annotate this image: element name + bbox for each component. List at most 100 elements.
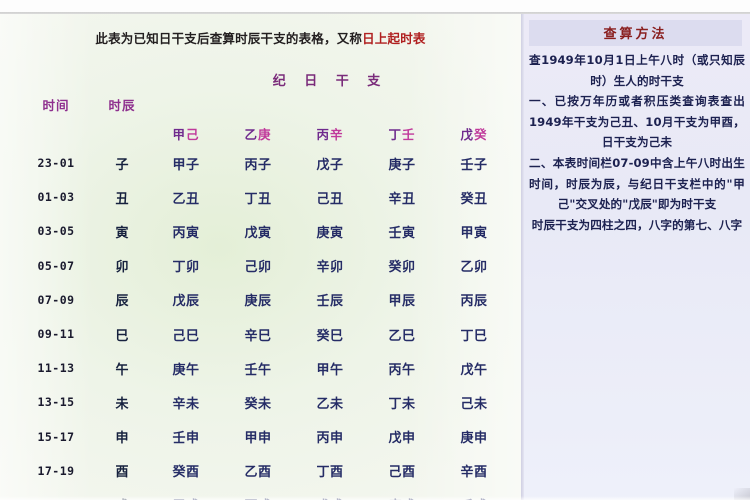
method-note-panel: 查算方法 查1949年10月1日上午八时（或只知辰时）生人的时干支一、已按万年历… bbox=[521, 14, 750, 500]
time-range-cell: 17-19 bbox=[37, 463, 75, 478]
time-range-cell: 05-07 bbox=[37, 258, 75, 273]
column-header-time: 时间 bbox=[42, 97, 70, 113]
subheader-wugui-b: 癸 bbox=[474, 126, 488, 142]
page-title: 此表为已知日干支后查算时辰干支的表格，又称日上起时表 bbox=[0, 28, 521, 47]
ganzhi-cell: 乙酉 bbox=[244, 465, 272, 481]
ganzhi-cell: 辛巳 bbox=[244, 328, 272, 344]
ganzhi-cell: 丙辰 bbox=[460, 294, 488, 310]
subheader-bingxin-a: 丙 bbox=[316, 126, 330, 142]
table-row: 23-01 子 甲子 丙子 戊子 庚子 壬子 bbox=[18, 146, 510, 180]
subheader-yigeng-a: 乙 bbox=[244, 126, 258, 142]
note-paragraph: 时辰干支为四柱之四，八字的第七、八字 bbox=[531, 217, 743, 232]
earthly-branch-cell: 卯 bbox=[115, 260, 129, 276]
column-header-spacer-4 bbox=[366, 88, 438, 120]
earthly-branch-cell: 子 bbox=[115, 157, 129, 173]
ganzhi-cell: 壬午 bbox=[244, 362, 272, 378]
ganzhi-cell: 甲午 bbox=[316, 362, 344, 378]
ganzhi-cell: 丁卯 bbox=[172, 260, 200, 276]
ganzhi-cell: 庚辰 bbox=[244, 294, 272, 310]
table-row: 11-13 午 庚午 壬午 甲午 丙午 戊午 bbox=[18, 351, 510, 385]
ganzhi-cell: 己巳 bbox=[172, 328, 200, 344]
subheader-bingxin-b: 辛 bbox=[330, 126, 344, 142]
group-header-label: 纪 日 干 支 bbox=[272, 74, 388, 89]
time-range-cell: 01-03 bbox=[37, 190, 75, 205]
table-row: 15-17 申 壬申 甲申 丙申 戊申 庚申 bbox=[18, 420, 510, 454]
subheader-dingren: 丁壬 bbox=[366, 120, 438, 146]
earthly-branch-cell: 酉 bbox=[115, 465, 129, 481]
table-row: 03-05 寅 丙寅 戊寅 庚寅 壬寅 甲寅 bbox=[18, 214, 510, 248]
ganzhi-cell: 己酉 bbox=[388, 465, 416, 481]
subheader-wugui: 戊癸 bbox=[438, 120, 510, 146]
ganzhi-cell: 壬戌 bbox=[438, 488, 510, 500]
ganzhi-cell: 癸卯 bbox=[388, 260, 416, 276]
table-body: 23-01 子 甲子 丙子 戊子 庚子 壬子 01-03 丑 乙丑 丁丑 己丑 辛丑 癸丑 03-05 寅 丙寅… bbox=[18, 146, 510, 500]
ganzhi-cell: 丁丑 bbox=[244, 191, 272, 207]
note-paragraph: 一、已按万年历或者积压类查询表查出1949年干支为己丑、10月干支为甲酉，日干支… bbox=[529, 94, 745, 150]
time-range-cell: 03-05 bbox=[37, 224, 75, 239]
subheader-jiayi-a: 甲 bbox=[172, 126, 186, 142]
time-range-cell: 15-17 bbox=[37, 429, 75, 444]
ganzhi-cell: 乙丑 bbox=[172, 191, 200, 207]
ganzhi-cell: 己卯 bbox=[244, 260, 272, 276]
ganzhi-cell: 戊午 bbox=[460, 362, 488, 378]
subheader-dingren-a: 丁 bbox=[388, 126, 402, 142]
subheader-dingren-b: 壬 bbox=[402, 126, 416, 142]
panel-left-edge bbox=[521, 14, 524, 500]
ganzhi-cell: 壬辰 bbox=[316, 294, 344, 310]
time-range-cell: 19-21 bbox=[18, 488, 94, 500]
note-title: 查算方法 bbox=[603, 27, 668, 42]
earthly-branch-cell: 申 bbox=[115, 431, 129, 447]
time-range-cell: 11-13 bbox=[37, 361, 75, 376]
ganzhi-cell: 丙戌 bbox=[222, 488, 294, 500]
earthly-branch-cell: 寅 bbox=[115, 225, 129, 241]
ganzhi-cell: 庚午 bbox=[172, 362, 200, 378]
column-header-spacer-3 bbox=[294, 88, 366, 120]
subheader-bingxin: 丙辛 bbox=[294, 120, 366, 146]
note-paragraph: 查1949年10月1日上午八时（或只知辰时）生人的时干支 bbox=[529, 53, 745, 88]
table-panel: 此表为已知日干支后查算时辰干支的表格，又称日上起时表 纪 日 干 支 时间 时辰 bbox=[0, 14, 521, 500]
table-row: 19-21戌甲戌丙戌戊戌庚戌壬戌 bbox=[18, 488, 510, 500]
ganzhi-cell: 庚申 bbox=[460, 431, 488, 447]
ganzhi-cell: 庚子 bbox=[388, 157, 416, 173]
ganzhi-cell: 壬申 bbox=[172, 431, 200, 447]
time-range-cell: 07-09 bbox=[37, 292, 75, 307]
ganzhi-cell: 丙申 bbox=[316, 431, 344, 447]
ganzhi-cell: 甲戌 bbox=[150, 488, 222, 500]
ganzhi-cell: 乙巳 bbox=[388, 328, 416, 344]
time-range-cell: 23-01 bbox=[37, 156, 75, 171]
table-row: 09-11 巳 己巳 辛巳 癸巳 乙巳 丁巳 bbox=[18, 317, 510, 351]
ganzhi-cell: 壬子 bbox=[460, 157, 488, 173]
ganzhi-cell: 甲子 bbox=[172, 157, 200, 173]
ganzhi-cell: 乙卯 bbox=[460, 260, 488, 276]
table-row: 13-15 未 辛未 癸未 乙未 丁未 己未 bbox=[18, 385, 510, 419]
table-row: 05-07 卯 丁卯 己卯 辛卯 癸卯 乙卯 bbox=[18, 249, 510, 283]
ganzhi-cell: 癸未 bbox=[244, 396, 272, 412]
column-header-branch: 时辰 bbox=[108, 97, 136, 113]
ganzhi-cell: 丁酉 bbox=[316, 465, 344, 481]
ganzhi-cell: 辛酉 bbox=[460, 465, 488, 481]
earthly-branch-cell: 午 bbox=[115, 362, 129, 378]
column-header-spacer-5 bbox=[438, 88, 510, 120]
note-body: 查1949年10月1日上午八时（或只知辰时）生人的时干支一、已按万年历或者积压类… bbox=[527, 50, 747, 235]
ganzhi-cell: 丁未 bbox=[388, 396, 416, 412]
ganzhi-cell: 戊寅 bbox=[244, 225, 272, 241]
ganzhi-cell: 甲辰 bbox=[388, 294, 416, 310]
ganzhi-cell: 戊戌 bbox=[294, 488, 366, 500]
subheader-yigeng: 乙庚 bbox=[222, 120, 294, 146]
earthly-branch-cell: 戌 bbox=[94, 488, 150, 500]
table-header-row: 时间 时辰 bbox=[18, 88, 510, 120]
subheader-yigeng-b: 庚 bbox=[258, 126, 272, 142]
ganzhi-cell: 己丑 bbox=[316, 191, 344, 207]
ganzhi-cell: 乙未 bbox=[316, 396, 344, 412]
ganzhi-cell: 己未 bbox=[460, 396, 488, 412]
earthly-branch-cell: 未 bbox=[115, 396, 129, 412]
column-header-spacer-1 bbox=[150, 88, 222, 120]
top-divider-rule bbox=[0, 12, 750, 14]
ganzhi-cell: 壬寅 bbox=[388, 225, 416, 241]
ganzhi-cell: 庚戌 bbox=[366, 488, 438, 500]
ganzhi-cell: 戊子 bbox=[316, 157, 344, 173]
ganzhi-cell: 丙午 bbox=[388, 362, 416, 378]
ganzhi-cell: 丁巳 bbox=[460, 328, 488, 344]
column-header-spacer-2 bbox=[222, 88, 294, 120]
